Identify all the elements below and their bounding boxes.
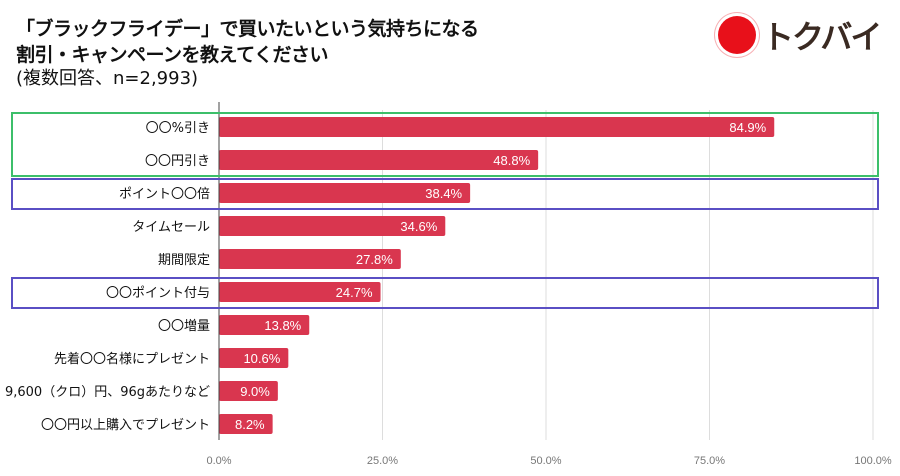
x-tick-label: 75.0% bbox=[694, 455, 725, 467]
category-label: 〇〇%引き bbox=[146, 121, 210, 136]
category-label: 〇〇ポイント付与 bbox=[106, 286, 210, 301]
x-tick-label: 50.0% bbox=[530, 455, 561, 467]
category-label: 9,600（クロ）円、96gあたりなど bbox=[5, 385, 210, 400]
data-label: 48.8% bbox=[493, 153, 530, 168]
bar bbox=[219, 150, 539, 170]
chart-title-line2: 割引・キャンペーンを教えてください bbox=[16, 44, 329, 66]
category-label: タイムセール bbox=[132, 220, 210, 235]
data-label: 8.2% bbox=[235, 417, 265, 432]
sun-icon bbox=[718, 16, 756, 54]
highlight-box bbox=[11, 277, 879, 309]
data-label: 38.4% bbox=[425, 186, 462, 201]
bar bbox=[219, 381, 278, 401]
tokubai-logo: トクバイ bbox=[718, 12, 882, 58]
bar bbox=[219, 315, 310, 335]
bar bbox=[219, 414, 273, 434]
category-label: 〇〇円以上購入でプレゼント bbox=[41, 418, 210, 433]
data-label: 84.9% bbox=[729, 120, 766, 135]
bar bbox=[219, 282, 381, 302]
category-label: 先着〇〇名様にプレゼント bbox=[54, 351, 210, 367]
logo-text: トクバイ bbox=[762, 18, 882, 56]
chart-title-line1: 「ブラックフライデー」で買いたいという気持ちになる bbox=[16, 18, 479, 40]
category-label: 期間限定 bbox=[158, 253, 210, 268]
data-label: 13.8% bbox=[264, 318, 301, 333]
chart-subtitle: (複数回答、n=2,993) bbox=[16, 68, 199, 89]
x-tick-label: 25.0% bbox=[367, 455, 398, 467]
data-label: 10.6% bbox=[243, 351, 280, 366]
category-label: 〇〇円引き bbox=[145, 154, 210, 169]
data-label: 27.8% bbox=[356, 252, 393, 267]
bar bbox=[219, 348, 289, 368]
category-label: ポイント〇〇倍 bbox=[119, 187, 210, 202]
highlight-box bbox=[11, 178, 879, 210]
bar bbox=[219, 216, 446, 236]
bar bbox=[219, 183, 471, 203]
data-label: 9.0% bbox=[240, 384, 270, 399]
bar bbox=[219, 117, 775, 137]
data-label: 24.7% bbox=[336, 285, 373, 300]
category-label: 〇〇増量 bbox=[158, 319, 210, 334]
highlight-box bbox=[11, 112, 879, 177]
data-label: 34.6% bbox=[400, 219, 437, 234]
x-tick-label: 100.0% bbox=[854, 455, 892, 467]
bar bbox=[219, 249, 401, 269]
x-tick-label: 0.0% bbox=[206, 455, 231, 467]
